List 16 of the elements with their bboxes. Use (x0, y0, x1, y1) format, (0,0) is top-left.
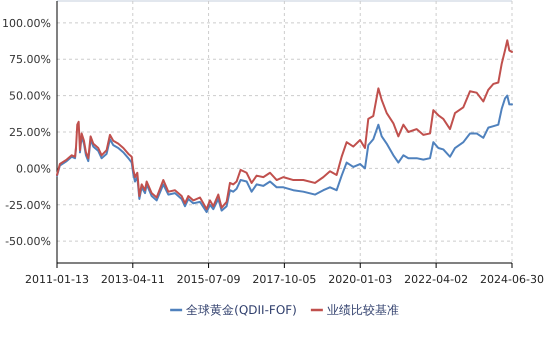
y-tick-label: 0.00% (16, 162, 51, 176)
x-tick-label: 2013-04-11 (100, 273, 165, 286)
legend-label: 业绩比较基准 (326, 303, 399, 317)
x-tick-label: 2020-01-03 (328, 273, 392, 286)
x-tick-label: 2022-04-02 (404, 273, 468, 286)
legend-label: 全球黄金(QDII-FOF) (186, 303, 297, 317)
x-tick-label: 2017-10-05 (252, 273, 316, 286)
y-tick-label: -50.00% (5, 235, 51, 248)
y-tick-label: 50.00% (9, 90, 51, 103)
y-tick-label: -25.00% (5, 198, 51, 212)
y-tick-label: 75.00% (9, 53, 51, 66)
y-tick-label: 100.00% (2, 16, 51, 30)
y-tick-label: 25.00% (9, 126, 51, 139)
x-tick-label: 2011-01-13 (25, 273, 89, 286)
x-tick-label: 2015-07-09 (176, 273, 241, 286)
x-tick-label: 2024-06-30 (480, 273, 544, 286)
